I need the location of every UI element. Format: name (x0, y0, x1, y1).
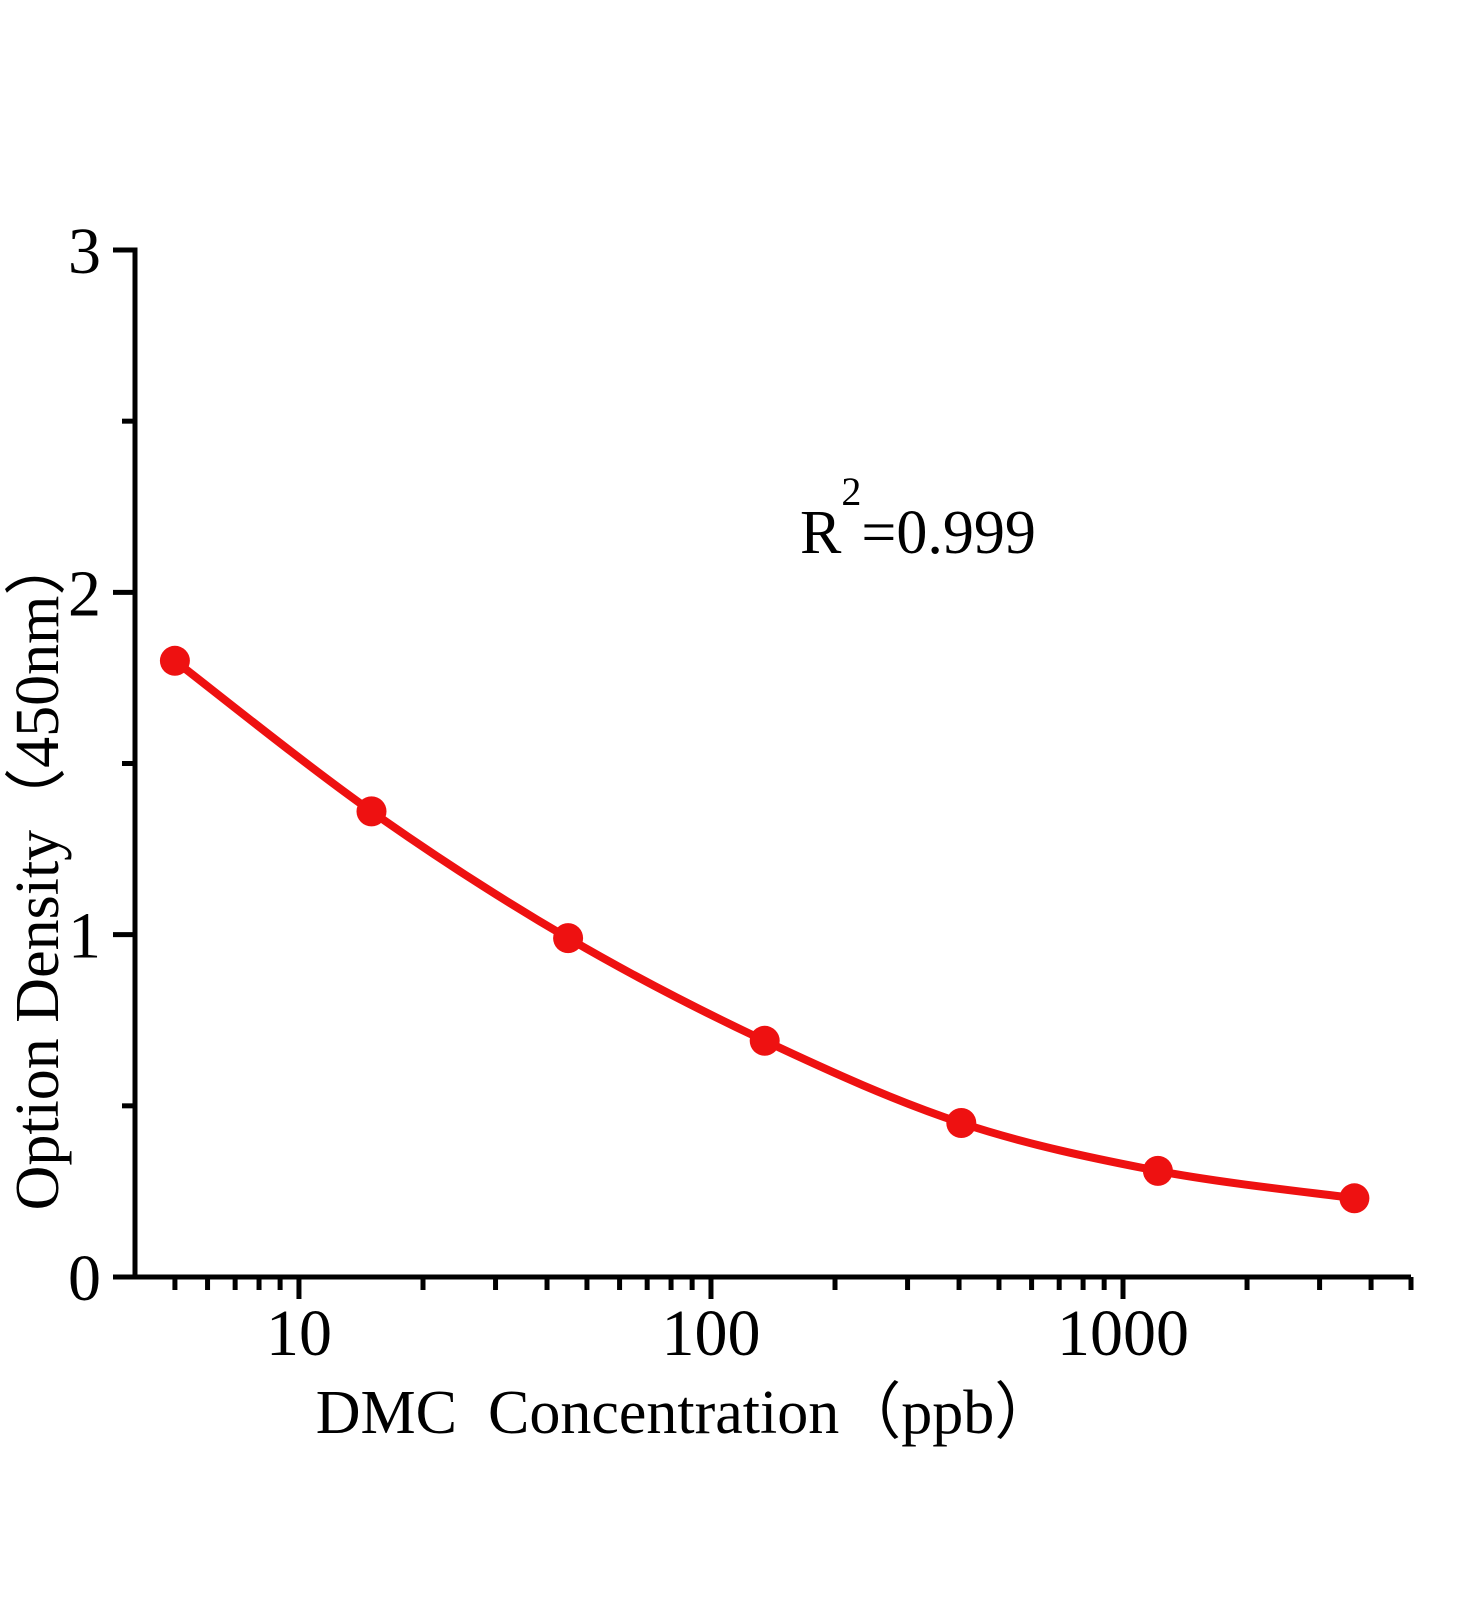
y-axis-title: Option Density（450nm） (4, 533, 72, 1211)
data-point (1142, 1155, 1173, 1186)
x-tick-label: 10 (266, 1297, 332, 1370)
data-point (159, 645, 190, 676)
y-tick-label: 0 (68, 1242, 101, 1315)
curve-line (170, 656, 1359, 1203)
r-squared-value: =0.999 (861, 499, 1036, 567)
x-tick-label: 1000 (1057, 1297, 1189, 1370)
x-tick-label: 100 (661, 1297, 760, 1370)
r-squared-annotation: R2=0.999 (800, 472, 1036, 569)
data-point (553, 923, 584, 954)
data-point (1339, 1183, 1370, 1214)
x-axis-title: DMC Concentration（ppb） (315, 1379, 1057, 1447)
r-squared-exponent: 2 (841, 469, 862, 515)
y-tick-label: 2 (68, 557, 101, 630)
y-tick-label: 3 (68, 215, 101, 288)
data-point (749, 1025, 780, 1056)
data-point (356, 796, 387, 827)
data-point (946, 1108, 977, 1138)
r-squared-base: R (800, 499, 842, 567)
y-tick-label: 1 (68, 900, 101, 973)
